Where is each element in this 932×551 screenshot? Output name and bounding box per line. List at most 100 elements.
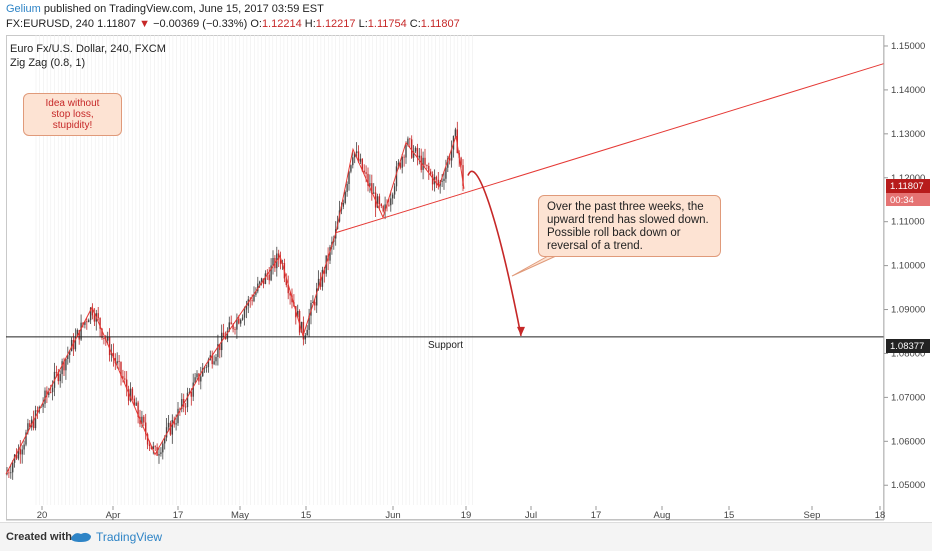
candle-body	[194, 377, 196, 383]
candle-body	[12, 462, 14, 473]
candle-body	[120, 362, 122, 377]
candle-body	[412, 151, 415, 158]
candle-body	[211, 355, 213, 365]
low-label: L:	[358, 18, 368, 30]
candle-body	[319, 278, 322, 287]
trend-comment[interactable]: Over the past three weeks, the upward tr…	[538, 195, 721, 257]
forecast-arrow[interactable]	[467, 170, 522, 337]
candle-body	[107, 336, 109, 341]
candle-body	[150, 446, 153, 450]
price-tick-label: 1.07000	[891, 392, 925, 403]
candle-body	[215, 357, 217, 362]
time-axis: 20 Apr 17 May 15 Jun 19 Jul 17 Aug 15 Sep 18	[6, 506, 885, 521]
time-tick-label: Apr	[106, 510, 121, 521]
candle-body	[308, 315, 310, 330]
candle-body	[148, 444, 151, 447]
candle-body	[321, 269, 324, 287]
price-tick-label: 1.15000	[891, 41, 925, 52]
candle-body	[108, 336, 111, 356]
time-tick-label: 15	[724, 510, 735, 521]
indicator-legend: Zig Zag (0.8, 1)	[10, 57, 85, 69]
candle-body	[279, 259, 282, 264]
candle-body	[17, 449, 20, 459]
candle-body	[88, 320, 90, 323]
time-tick-label: Jun	[385, 510, 400, 521]
candle-body	[234, 329, 236, 330]
candle-body	[152, 446, 154, 450]
candle-body	[76, 330, 78, 337]
candle-body	[97, 313, 99, 319]
candle-body	[154, 446, 156, 448]
candle-body	[137, 402, 139, 417]
candle-body	[405, 145, 407, 158]
price-tick-label: 1.08000	[891, 348, 925, 359]
candle-body	[78, 330, 80, 340]
candle-body	[414, 147, 417, 152]
candle-body	[184, 406, 187, 408]
candle-body	[302, 321, 305, 340]
candle-body	[354, 152, 356, 158]
candle-body	[378, 196, 381, 205]
candle-body	[298, 310, 301, 333]
candle-body	[348, 171, 350, 185]
candle-body	[409, 138, 411, 140]
ohlc-line: FX:EURUSD, 240 1.11807 ▼ −0.00369 (−0.33…	[6, 18, 460, 30]
candle-body	[257, 283, 259, 292]
price-tick-label: 1.09000	[891, 305, 925, 316]
candle-body	[329, 246, 331, 261]
tradingview-brand[interactable]: TradingView	[96, 530, 163, 544]
candle-body	[317, 278, 320, 289]
candle-body	[253, 294, 255, 302]
candle-body	[363, 170, 365, 173]
price-tick-label: 1.14000	[891, 85, 925, 96]
candle-body	[143, 416, 145, 423]
price-tick-label: 1.13000	[891, 129, 925, 140]
candle-body	[435, 176, 438, 180]
candle-body	[171, 420, 173, 435]
candle-body	[67, 355, 69, 360]
candle-body	[126, 379, 128, 390]
candle-body	[382, 206, 384, 212]
candle-body	[428, 165, 430, 172]
candle-body	[116, 361, 118, 364]
candle-body	[13, 454, 16, 463]
candle-body	[186, 392, 189, 408]
candle-body	[93, 315, 96, 322]
open-label: O:	[250, 18, 262, 30]
candle-body	[226, 330, 229, 340]
candle-body	[255, 291, 257, 295]
symbol-label: FX:EURUSD, 240	[6, 18, 95, 30]
candle-body	[304, 335, 306, 340]
time-tick-label: 17	[173, 510, 184, 521]
trend-line[interactable]	[335, 63, 885, 234]
candle-body	[369, 183, 371, 186]
support-price-tag: 1.08377	[886, 339, 930, 353]
candle-body	[173, 420, 175, 425]
candle-body	[55, 371, 58, 373]
candle-body	[51, 387, 54, 393]
candle-body	[175, 423, 177, 425]
candle-body	[314, 302, 316, 306]
chart-area[interactable]	[6, 35, 884, 520]
candle-body	[278, 253, 280, 260]
candle-body	[165, 427, 168, 438]
footer: Created with TradingView	[0, 522, 932, 551]
candle-body	[367, 173, 369, 186]
candle-body	[401, 156, 403, 168]
candle-body	[44, 390, 46, 404]
candle-body	[431, 174, 434, 185]
candle-body	[238, 318, 240, 324]
candle-body	[162, 443, 164, 453]
close-value: 1.11807	[420, 18, 460, 30]
author-link[interactable]: Gelium	[6, 3, 41, 15]
price-tick-label: 1.05000	[891, 480, 925, 491]
price-tick-label: 1.06000	[891, 436, 925, 447]
price-chart[interactable]: Support 1.05000 1.06000 1.07000 1.08000 1.09…	[0, 0, 932, 522]
grid	[35, 35, 473, 505]
candle-body	[205, 367, 208, 368]
candle-body	[200, 376, 202, 382]
candle-body	[48, 392, 50, 395]
candle-body	[188, 391, 191, 393]
stop-loss-note[interactable]: Idea without stop loss, stupidity!	[23, 93, 122, 136]
candle-body	[392, 194, 394, 199]
